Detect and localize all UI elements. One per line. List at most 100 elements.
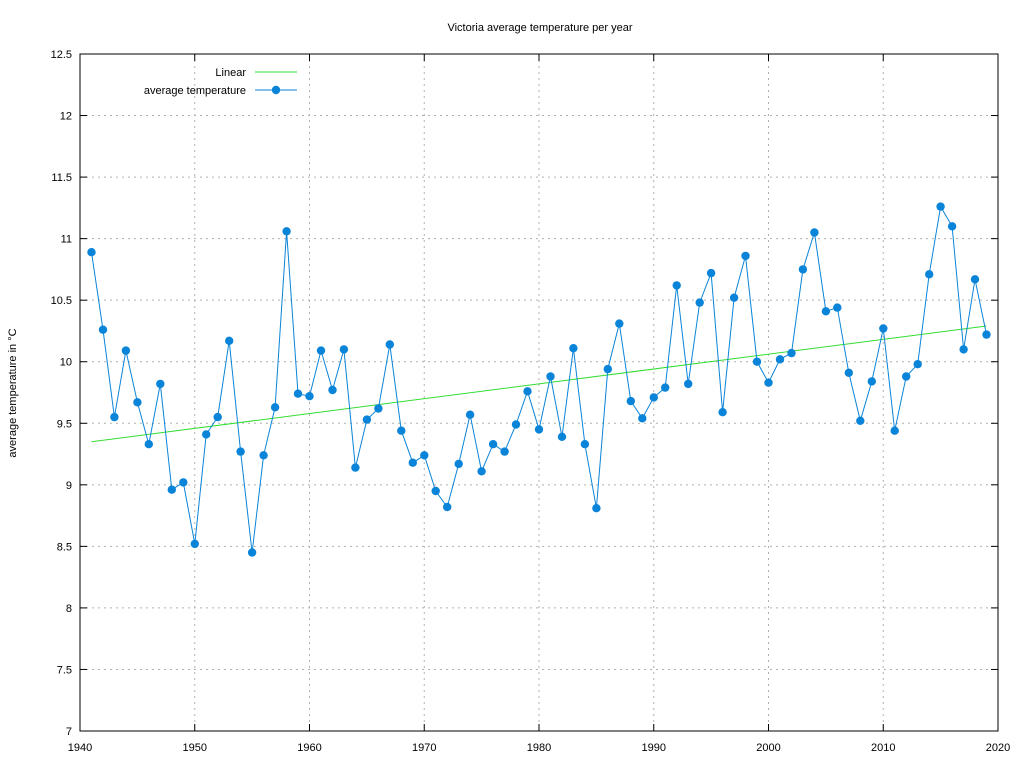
x-tick-label: 2020 [986, 742, 1010, 754]
data-point [282, 227, 291, 236]
data-point [408, 458, 417, 467]
data-point [443, 502, 452, 512]
data-point [328, 385, 337, 395]
data-point [603, 364, 612, 374]
y-axis-label: average temperature in °C [7, 328, 19, 457]
data-point [729, 293, 739, 302]
trend-line [91, 325, 987, 443]
data-point [638, 414, 647, 423]
data-point [764, 378, 773, 387]
grid [80, 54, 998, 731]
y-tick-label: 9.5 [57, 418, 72, 430]
y-tick-label: 8.5 [57, 541, 72, 553]
data-point [741, 251, 750, 261]
data-point [305, 392, 314, 401]
chart-title: Victoria average temperature per year [447, 22, 632, 34]
data-point [202, 430, 211, 439]
data-point [236, 447, 245, 456]
data-point [695, 298, 704, 307]
data-point [626, 396, 635, 406]
data-point [959, 345, 968, 354]
data-point [810, 228, 819, 237]
x-tick-label: 1990 [642, 742, 666, 754]
data-point [615, 319, 624, 328]
data-point [706, 268, 716, 278]
x-tick-label: 1950 [183, 742, 207, 754]
series-layer [87, 202, 991, 557]
data-point [397, 426, 406, 435]
data-point [798, 265, 808, 274]
data-point [225, 336, 234, 345]
legend-marker [271, 85, 281, 95]
legend-label: average temperature [144, 85, 246, 97]
data-point [431, 486, 440, 496]
data-point [718, 408, 727, 417]
y-tick-label: 11 [61, 234, 72, 246]
y-tick-label: 10 [60, 357, 72, 369]
data-point [293, 389, 303, 398]
data-point [592, 504, 601, 513]
data-point [867, 377, 876, 386]
x-tick-label: 1940 [68, 742, 92, 754]
x-tick-label: 2010 [871, 742, 895, 754]
data-point [844, 368, 853, 377]
data-point [787, 348, 796, 358]
axis-ticks [79, 53, 999, 732]
data-point [775, 355, 785, 364]
data-point [190, 539, 199, 549]
y-tick-label: 7.5 [57, 664, 72, 676]
data-point [121, 346, 131, 355]
data-point [477, 467, 486, 476]
data-point [534, 425, 544, 434]
legend-label: Linear [215, 67, 246, 79]
data-point [569, 344, 578, 353]
data-point [351, 463, 360, 472]
y-tick-label: 9 [66, 480, 72, 492]
data-point [87, 248, 96, 257]
data-point [339, 345, 349, 354]
x-tick-label: 2000 [756, 742, 780, 754]
data-point [936, 202, 945, 211]
y-tick-label: 7 [66, 726, 72, 738]
data-point [316, 346, 326, 355]
data-point [156, 379, 165, 389]
data-point [385, 340, 394, 349]
data-point [879, 324, 888, 333]
data-point [672, 281, 681, 290]
data-point [179, 478, 188, 487]
data-point [557, 432, 567, 441]
data-point [270, 403, 280, 412]
data-point [523, 387, 532, 396]
data-point [454, 459, 463, 469]
y-tick-label: 11.5 [51, 172, 72, 184]
data-point [500, 447, 509, 456]
data-point [982, 330, 991, 339]
data-point [925, 270, 934, 279]
tick-labels: 7 7.5 8 8.5 9 9.5 10 10.5 11 11.5 12 12.5 1940 1950 19… [51, 49, 1011, 754]
data-point [970, 275, 980, 284]
data-point [649, 393, 658, 402]
data-point [259, 451, 268, 460]
x-tick-label: 1970 [412, 742, 436, 754]
data-point [167, 485, 176, 494]
data-point [374, 404, 383, 413]
data-point [110, 412, 119, 422]
data-point [684, 379, 693, 389]
data-point [420, 451, 429, 460]
data-point [752, 357, 762, 366]
data-point [98, 325, 108, 334]
data-point [833, 303, 842, 312]
data-point [821, 307, 831, 316]
data-point [580, 440, 590, 449]
data-point [362, 415, 372, 424]
plot-frame [79, 53, 999, 732]
data-point [488, 440, 498, 449]
data-point [902, 372, 911, 381]
data-point [247, 548, 257, 557]
data-point [133, 398, 142, 407]
data-point [890, 426, 899, 435]
data-point [947, 222, 957, 231]
data-point [511, 420, 521, 429]
data-point [465, 410, 475, 419]
